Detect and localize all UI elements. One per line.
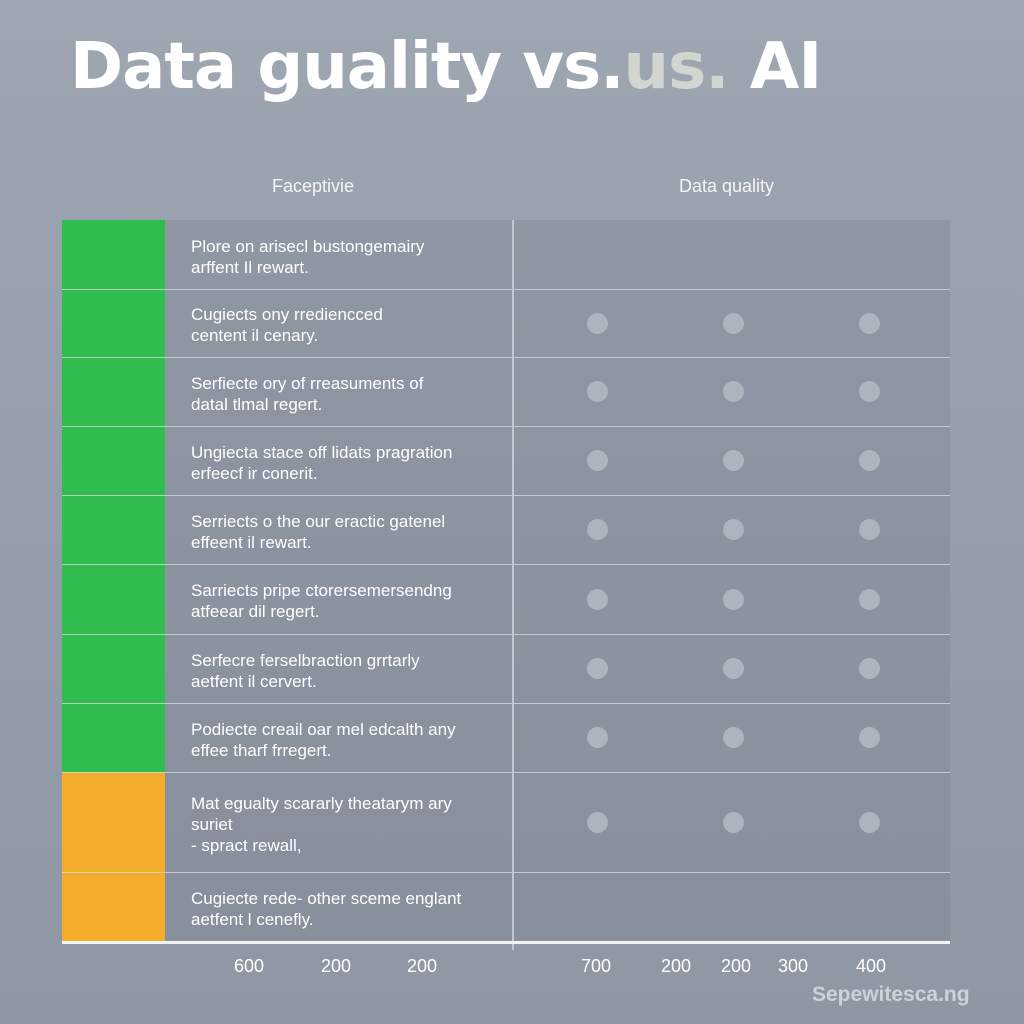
row-label-line2: arffent Il rewart. — [191, 257, 309, 277]
row-label: Podiecte creail oar mel edcalth any effee… — [191, 719, 501, 761]
table-panel — [165, 220, 950, 944]
row-divider — [62, 634, 950, 635]
row-divider — [62, 564, 950, 565]
row-label-line2: centent il cenary. — [191, 326, 319, 345]
row-label: Plore on arisecl bustongemairy arffent Il… — [191, 236, 501, 278]
data-point — [722, 312, 744, 334]
x-tick-label: 200 — [406, 956, 438, 976]
data-point — [722, 519, 744, 540]
row-label-line1: Serfiecte ory of rreasuments of — [191, 373, 424, 393]
column-header-left: Faceptivie — [272, 176, 355, 196]
row-label-line2: aetfent il cervert. — [191, 671, 317, 691]
data-point — [858, 811, 880, 833]
data-point — [722, 588, 744, 610]
row-label: Serriects o the our eractic gatenel effee… — [191, 511, 501, 553]
row-label: Cugiects ony rrediencced centent il cenar… — [191, 304, 501, 346]
row-label-line2: effee tharf frregert. — [191, 740, 332, 760]
row-label-line1: Serfecre ferselbraction grrtarly — [191, 650, 420, 670]
row-divider — [62, 495, 950, 496]
data-point — [722, 811, 744, 833]
x-tick-label: 200 — [320, 956, 352, 976]
row-color-bar — [62, 426, 165, 495]
row-divider — [62, 289, 950, 290]
row-label: Serfecre ferselbraction grrtarly aetfent … — [191, 650, 501, 692]
title-accent: us. — [623, 30, 730, 104]
data-point — [586, 658, 608, 679]
row-color-bar — [62, 634, 165, 703]
row-color-bar — [62, 220, 165, 289]
row-color-bar — [62, 357, 165, 426]
row-divider — [62, 426, 950, 427]
data-point — [586, 312, 608, 334]
row-label-line2: aetfent l cenefly. — [191, 909, 314, 929]
row-label-line2: atfeear dil regert. — [191, 602, 320, 621]
row-color-bar — [62, 772, 165, 872]
row-label-line1: Sarriects pripe ctorersemersendng — [191, 581, 452, 600]
row-label: Serfiecte ory of rreasuments of datal tlm… — [191, 373, 501, 415]
row-label-line1: Serriects o the our eractic gatenel — [191, 511, 446, 531]
row-divider — [62, 772, 950, 773]
row-label-line2: datal tlmal regert. — [191, 394, 323, 414]
row-color-bar — [62, 495, 165, 564]
data-point — [586, 588, 608, 610]
row-label-line1: Cugiects ony rrediencced — [191, 305, 383, 324]
row-divider — [62, 703, 950, 704]
row-label-line3: - spract rewall, — [191, 835, 302, 855]
chart-title: Data guality vs.us. AI — [70, 30, 822, 104]
data-point — [858, 727, 880, 748]
row-label: Sarriects pripe ctorersemersendng atfeear… — [191, 580, 501, 622]
row-label-line1: Podiecte creail oar mel edcalth any — [191, 719, 456, 739]
title-main: Data guality vs. — [70, 30, 625, 104]
row-color-bar — [62, 289, 165, 357]
row-divider — [62, 872, 950, 873]
x-tick-label: 200 — [720, 956, 752, 976]
data-point — [722, 381, 744, 402]
data-point — [858, 519, 880, 540]
title-tail: AI — [728, 30, 822, 104]
row-label-line2: effeent il rewart. — [191, 532, 312, 552]
data-point — [858, 450, 880, 471]
data-point — [586, 450, 608, 471]
x-axis-line — [62, 941, 950, 944]
column-divider — [512, 220, 514, 950]
data-point — [586, 811, 608, 833]
data-point — [858, 312, 880, 334]
watermark: Sepewitesca.ng — [812, 983, 970, 1006]
data-point — [722, 450, 744, 471]
data-point — [858, 588, 880, 610]
x-tick-label: 700 — [580, 956, 612, 976]
row-label-line2: suriet — [191, 814, 233, 834]
data-point — [722, 727, 744, 748]
row-label-line2: erfeecf ir conerit. — [191, 463, 318, 483]
row-color-bar — [62, 564, 165, 634]
row-label-line1: Mat egualty scararly theatarym ary — [191, 793, 452, 813]
x-tick-label: 200 — [660, 956, 692, 976]
row-label-line1: Cugiecte rede- other sceme englant — [191, 888, 462, 908]
x-tick-label: 600 — [233, 956, 265, 976]
row-color-bar — [62, 703, 165, 772]
x-tick-label: 300 — [777, 956, 809, 976]
data-point — [586, 381, 608, 402]
data-point — [858, 658, 880, 679]
data-point — [722, 658, 744, 679]
row-label-line1: Plore on arisecl bustongemairy — [191, 236, 425, 256]
row-label: Ungiecta stace off lidats pragration erfe… — [191, 442, 501, 484]
data-point — [858, 381, 880, 402]
row-divider — [62, 357, 950, 358]
row-label-line1: Ungiecta stace off lidats pragration — [191, 442, 453, 462]
column-header-right: Data quality — [679, 176, 775, 196]
x-tick-label: 400 — [855, 956, 887, 976]
row-color-bar — [62, 872, 165, 941]
data-point — [586, 519, 608, 540]
row-label: Mat egualty scararly theatarym ary suriet… — [191, 793, 501, 856]
row-label: Cugiecte rede- other sceme englant aetfen… — [191, 888, 501, 930]
data-point — [586, 727, 608, 748]
